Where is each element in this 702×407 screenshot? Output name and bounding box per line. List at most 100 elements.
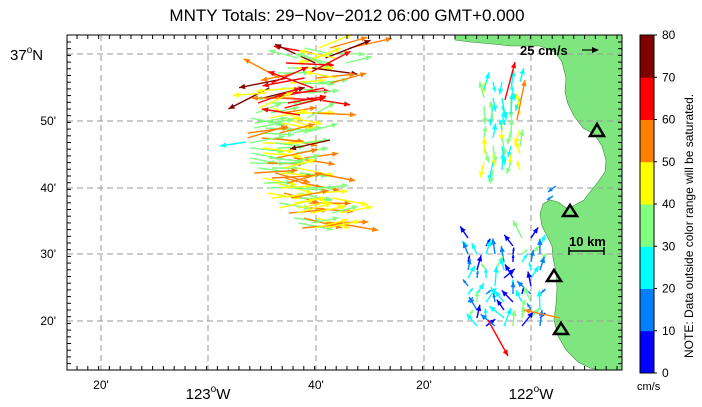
current-arrow-head [519,68,525,75]
current-arrow-head [344,200,351,207]
current-arrow-head [332,88,339,94]
current-arrow-head [514,93,521,100]
current-arrow [271,175,313,179]
current-arrow [247,126,289,134]
lat-label-20: 20' [40,314,56,328]
colorbar-segment [640,288,654,332]
current-arrow-head [483,308,488,313]
current-arrow-head [542,289,546,293]
current-arrow-head [515,141,521,149]
radar-stations [544,121,607,336]
current-arrow-head [349,111,356,118]
current-arrow-head [501,290,508,297]
current-arrow [332,197,369,206]
lon-label-123w: 123oW [186,384,232,403]
current-vectors [219,35,561,357]
current-arrow-head [507,151,512,158]
current-arrow-head [321,146,329,152]
current-arrow-head [481,263,485,268]
current-arrow-head [309,105,317,112]
current-arrow-head [541,253,547,259]
colorbar-segment [640,330,654,374]
current-arrow-head [332,216,339,222]
land-mass [454,35,622,370]
current-arrow-head [303,178,310,184]
current-arrow-head [508,111,514,118]
lat-label-30: 30' [40,247,56,261]
current-arrow-head [505,264,511,271]
current-arrow-head [341,183,349,189]
current-arrow-head [496,299,503,306]
current-arrow-head [334,47,341,53]
current-arrow-head [328,81,335,87]
current-arrow-head [484,156,490,163]
current-arrow-head [499,257,505,264]
current-arrow-head [481,137,488,144]
current-arrow-head [469,310,473,315]
current-arrow [279,123,315,134]
current-arrow-head [537,238,543,245]
current-arrow-head [232,92,240,98]
current-arrow-head [290,145,297,151]
lat-label-37n: 37oN [10,45,43,64]
current-arrow-head [540,234,546,241]
colorbar-segment [640,77,654,120]
current-arrow-head [501,119,506,126]
current-arrow-head [462,279,467,284]
current-arrow [314,172,356,182]
colorbar-unit: cm/s [637,381,661,393]
frame-ticks [67,35,622,370]
current-arrow-head [328,65,335,71]
current-arrow-head [256,87,263,94]
current-arrow-head [274,102,282,109]
station-marker [544,267,564,283]
current-arrow-head [315,120,322,126]
colorbar-tick-label: 40 [662,197,676,211]
current-arrow-head [506,167,512,174]
current-arrow-head [521,80,527,87]
current-arrow-head [268,71,275,77]
current-arrow [276,148,318,159]
current-arrow-head [482,126,488,132]
current-arrow-head [498,119,504,125]
latitude-labels: 37oN 50' 40' 30' 20' [10,45,56,328]
current-arrow [516,79,526,121]
colorbar-tick-label: 70 [662,70,676,84]
current-arrow [325,39,371,59]
scale-bar-label: 10 km [569,234,606,249]
current-arrow-head [476,255,483,262]
current-arrow-head [305,188,313,195]
current-arrow-head [331,122,338,128]
current-arrow-head [478,283,484,290]
colorbar-note: NOTE: Data outside color range will be s… [682,94,696,358]
current-arrow-head [305,70,312,76]
grid-lines [67,35,622,370]
current-arrow-head [343,101,351,107]
current-arrow [247,125,288,139]
current-arrow-head [510,281,516,288]
colorbar-tick-label: 60 [662,113,676,127]
current-arrow-head [527,303,531,308]
current-arrow-head [475,304,482,312]
station-marker [560,202,580,218]
lat-label-40: 40' [40,181,56,195]
current-arrow-head [516,160,521,166]
current-arrow-head [275,121,282,127]
current-arrow [259,91,293,109]
current-arrow [262,77,305,87]
colorbar-tick-label: 30 [662,239,676,253]
current-arrow-head [484,72,490,79]
current-arrow-head [547,196,551,200]
current-arrow-head [492,87,497,92]
current-arrow-head [262,82,270,88]
current-arrow-head [275,44,282,50]
current-arrow-head [318,96,326,102]
current-arrow-head [361,200,368,207]
current-arrow-head [349,71,356,78]
current-arrow [284,96,326,109]
current-arrow-head [366,205,373,211]
current-arrow-head [328,102,336,109]
current-arrow [290,189,329,199]
current-arrow-head [510,62,517,69]
scale-vector-label: 25 cm/s [520,43,568,58]
